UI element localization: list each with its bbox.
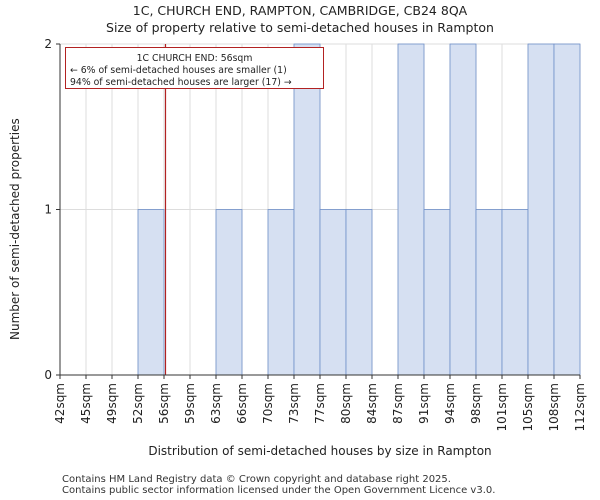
- y-tick-label: 0: [44, 368, 52, 382]
- x-tick-label: 42sqm: [53, 383, 67, 424]
- x-tick-label: 94sqm: [443, 383, 457, 424]
- histogram-bar: [527, 43, 555, 376]
- x-tick-label: 84sqm: [365, 383, 379, 424]
- x-tick-label: 87sqm: [391, 383, 405, 424]
- y-axis-label: Number of semi-detached properties: [8, 118, 22, 340]
- x-tick-label: 63sqm: [209, 383, 223, 424]
- annotation-line-2: ← 6% of semi-detached houses are smaller…: [70, 65, 287, 76]
- histogram-bar: [319, 209, 347, 376]
- histogram-bar: [553, 43, 581, 376]
- histogram-bar: [423, 209, 451, 376]
- x-tick-label: 52sqm: [131, 383, 145, 424]
- x-tick-label: 45sqm: [79, 383, 93, 424]
- annotation-line-1: 1C CHURCH END: 56sqm: [136, 53, 253, 64]
- x-tick-label: 108sqm: [547, 383, 561, 431]
- histogram-bar: [345, 209, 373, 376]
- x-tick-label: 49sqm: [105, 383, 119, 424]
- x-tick-label: 98sqm: [469, 383, 483, 424]
- x-tick-label: 59sqm: [183, 383, 197, 424]
- x-tick-label: 101sqm: [495, 383, 509, 431]
- histogram-bar: [449, 43, 477, 376]
- histogram-bar: [501, 209, 529, 376]
- x-tick-label: 73sqm: [287, 383, 301, 424]
- footer-copyright: Contains HM Land Registry data © Crown c…: [62, 474, 451, 485]
- x-tick-label: 70sqm: [261, 383, 275, 424]
- histogram-bar: [293, 43, 321, 376]
- chart-subtitle: Size of property relative to semi-detach…: [106, 20, 494, 35]
- property-annotation-box: 1C CHURCH END: 56sqm ← 6% of semi-detach…: [65, 47, 324, 89]
- x-tick-label: 66sqm: [235, 383, 249, 424]
- annotation-line-3: 94% of semi-detached houses are larger (…: [70, 77, 292, 88]
- x-tick-label: 56sqm: [157, 383, 171, 424]
- x-tick-label: 105sqm: [521, 383, 535, 431]
- footer-licence: Contains public sector information licen…: [62, 485, 496, 496]
- x-axis-label: Distribution of semi-detached houses by …: [148, 444, 492, 458]
- histogram-bar: [137, 209, 165, 376]
- x-tick-label: 80sqm: [339, 383, 353, 424]
- chart-title: 1C, CHURCH END, RAMPTON, CAMBRIDGE, CB24…: [132, 3, 468, 18]
- histogram-bar: [475, 209, 503, 376]
- histogram-bar: [267, 209, 295, 376]
- y-tick-label: 1: [44, 203, 52, 217]
- x-tick-label: 91sqm: [417, 383, 431, 424]
- y-tick-label: 2: [44, 37, 52, 51]
- histogram-bar: [215, 209, 243, 376]
- x-tick-label: 77sqm: [313, 383, 327, 424]
- histogram-bar: [397, 43, 425, 376]
- x-tick-label: 112sqm: [573, 383, 587, 431]
